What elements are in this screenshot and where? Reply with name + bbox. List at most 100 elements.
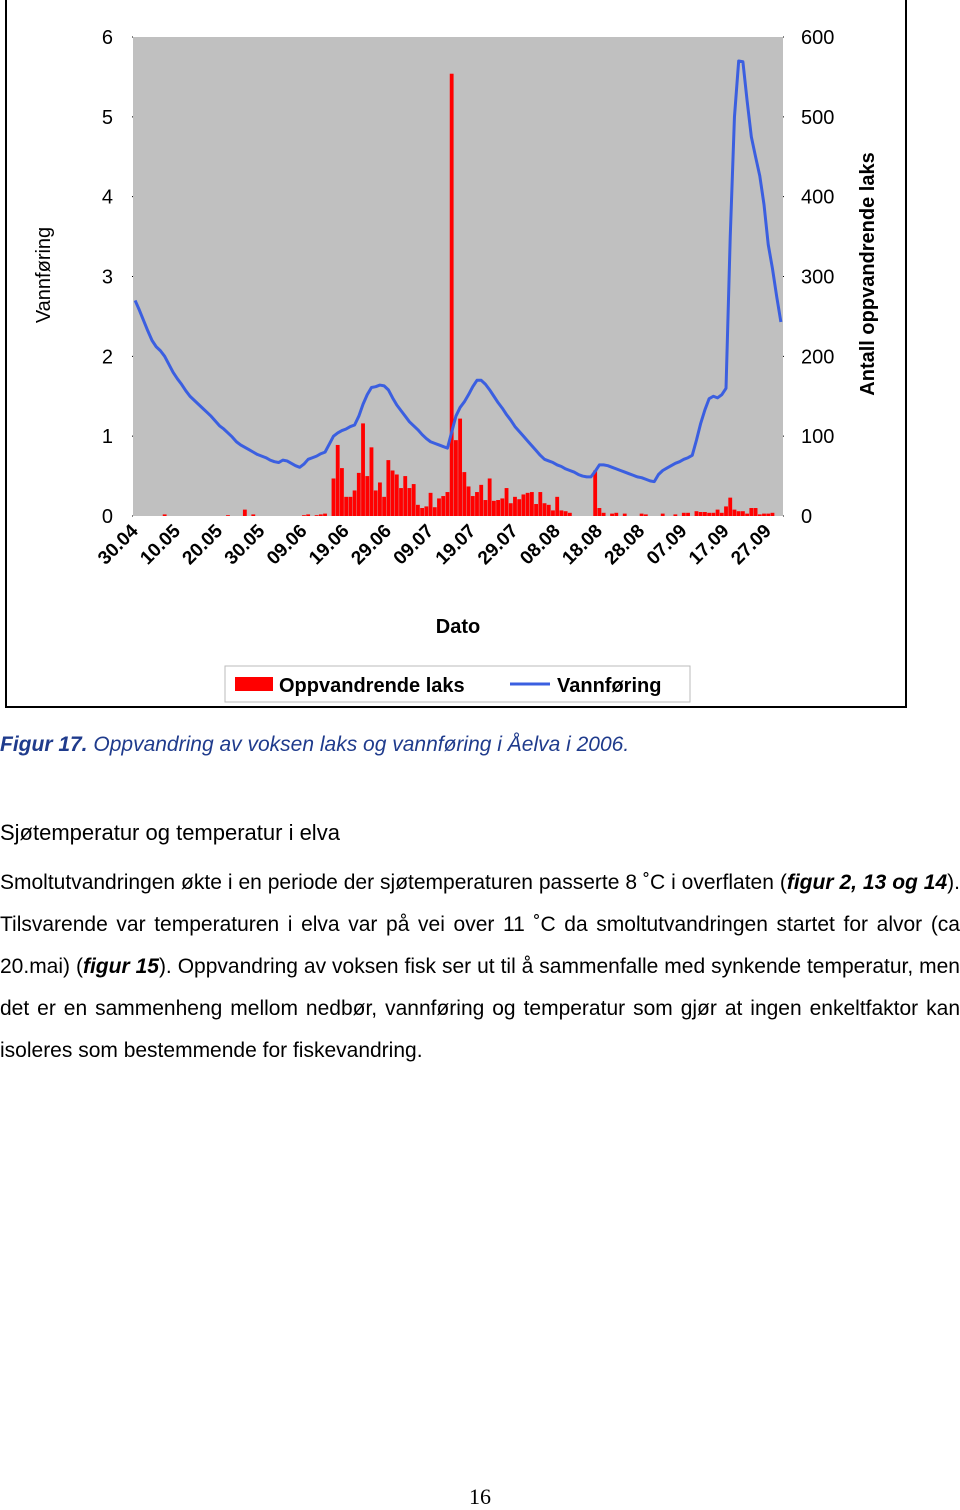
bar xyxy=(369,447,374,516)
x-tick-label: 19.06 xyxy=(305,521,353,569)
bar xyxy=(698,512,703,516)
bar xyxy=(373,490,378,516)
x-tick-label: 17.09 xyxy=(685,521,733,569)
y-tick-label: 1 xyxy=(102,426,113,448)
bar xyxy=(424,506,429,516)
bar xyxy=(420,508,425,516)
y2-tick-label: 100 xyxy=(801,426,834,448)
bar xyxy=(567,512,572,516)
bar xyxy=(643,514,648,516)
bar xyxy=(496,500,501,516)
bar xyxy=(449,73,454,517)
bar xyxy=(546,504,551,516)
text-run: Smoltutvandringen økte i en periode der … xyxy=(0,871,787,894)
bar xyxy=(534,504,538,516)
bar xyxy=(348,496,353,516)
text-run: ). Oppvandring av voksen fisk ser ut til… xyxy=(0,955,960,1062)
page-number: 16 xyxy=(469,1484,491,1509)
bar xyxy=(487,478,492,516)
bar xyxy=(340,468,344,516)
bar xyxy=(462,472,467,516)
bar xyxy=(386,460,391,516)
bar xyxy=(660,513,665,516)
bar xyxy=(715,509,720,516)
x-tick-label: 19.07 xyxy=(432,521,480,569)
bar xyxy=(445,492,450,516)
y2-tick-label: 300 xyxy=(801,267,834,289)
bar xyxy=(479,484,484,516)
bar xyxy=(428,492,433,516)
bar xyxy=(673,514,678,516)
bar xyxy=(466,486,471,516)
bar xyxy=(762,513,766,516)
bar xyxy=(614,512,619,516)
bar xyxy=(475,492,479,516)
bar xyxy=(352,490,357,516)
bar xyxy=(749,508,754,516)
bar xyxy=(378,482,382,516)
bar xyxy=(453,440,458,516)
bar xyxy=(382,496,387,516)
bar xyxy=(394,474,399,516)
x-tick-label: 29.07 xyxy=(474,521,522,569)
bar xyxy=(551,510,555,516)
bar xyxy=(610,513,614,516)
bar xyxy=(736,511,741,516)
bar xyxy=(740,511,745,516)
bar xyxy=(500,498,505,516)
paragraph: Smoltutvandringen økte i en periode der … xyxy=(0,862,960,1072)
bar xyxy=(766,513,771,516)
bar xyxy=(707,512,712,516)
bar xyxy=(703,512,707,516)
bar xyxy=(242,509,247,516)
figure-caption: Figur 17. Oppvandring av voksen laks og … xyxy=(0,733,629,757)
bar xyxy=(601,512,606,516)
bar xyxy=(694,511,699,516)
bar xyxy=(458,418,463,516)
legend-box xyxy=(224,665,691,703)
bar xyxy=(521,494,526,516)
bar xyxy=(344,496,349,516)
bar xyxy=(335,444,340,516)
bar xyxy=(770,512,775,516)
bar xyxy=(314,515,319,516)
bar xyxy=(399,488,403,516)
bar xyxy=(226,515,230,516)
y2-tick-label: 400 xyxy=(801,187,834,209)
bar xyxy=(538,492,543,516)
bar xyxy=(390,470,395,516)
bar xyxy=(639,513,644,516)
bar xyxy=(407,488,412,516)
text-run: ). Tilsvarende var temperaturen i elva v… xyxy=(0,871,960,978)
bar xyxy=(470,496,475,516)
y2-tick-label: 200 xyxy=(801,346,834,368)
bar xyxy=(593,470,598,516)
x-tick-label: 30.05 xyxy=(221,520,270,569)
y2-axis-title: Antall oppvandrende laks xyxy=(857,152,879,395)
bar xyxy=(724,506,728,516)
bar xyxy=(318,514,323,516)
legend-swatch xyxy=(235,677,273,691)
bar xyxy=(361,423,365,516)
bar xyxy=(542,503,547,516)
y-tick-label: 4 xyxy=(102,187,113,209)
bar xyxy=(331,478,336,516)
x-tick-label: 29.06 xyxy=(347,521,395,569)
bar xyxy=(441,496,446,516)
bar xyxy=(306,514,311,516)
bar xyxy=(251,514,256,516)
bar xyxy=(302,515,306,516)
bar xyxy=(529,492,534,516)
x-tick-label: 28.08 xyxy=(601,521,649,569)
y-tick-label: 6 xyxy=(102,27,113,49)
line xyxy=(133,59,783,484)
bar xyxy=(719,512,724,516)
bar xyxy=(753,508,758,516)
x-tick-label: 20.05 xyxy=(179,520,228,569)
bar xyxy=(732,509,737,516)
bar xyxy=(757,514,762,516)
bar xyxy=(323,513,327,516)
bar xyxy=(597,508,602,516)
bar xyxy=(728,497,733,516)
x-tick-label: 27.09 xyxy=(727,521,775,569)
